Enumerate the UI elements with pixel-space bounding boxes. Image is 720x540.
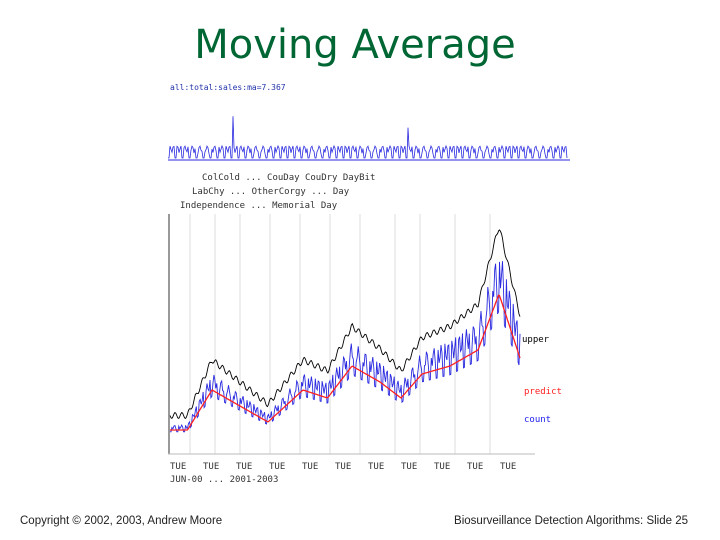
series-count	[170, 261, 521, 433]
top-strip-series	[168, 116, 568, 159]
series-predict	[170, 294, 521, 431]
x-tick-label: TUE	[368, 462, 384, 472]
legend-row-1: ColCold ... CouDay CouDry DayBit	[202, 173, 375, 183]
x-tick-label: TUE	[302, 462, 318, 472]
footer-copyright: Copyright © 2002, 2003, Andrew Moore	[20, 515, 223, 527]
legend-row-2: LabChy ... OtherCorgy ... Day	[192, 187, 350, 197]
moving-average-chart: all:total:sales:ma=7.367 ColCold ... Cou…	[168, 83, 570, 485]
x-tick-label: TUE	[401, 462, 417, 472]
x-tick-label: TUE	[269, 462, 285, 472]
legend-rows: ColCold ... CouDay CouDry DayBit LabChy …	[180, 173, 375, 211]
x-tick-label: TUE	[500, 462, 516, 472]
holiday-markers	[189, 214, 491, 454]
footer-slide-number: Biosurveillance Detection Algorithms: Sl…	[454, 515, 688, 527]
chart-left-axis	[168, 214, 170, 454]
x-tick-labels: TUE TUE TUE TUE TUE TUE TUE TUE TUE TUE TUE	[170, 462, 516, 472]
x-tick-label: TUE	[467, 462, 483, 472]
x-tick-label: TUE	[434, 462, 450, 472]
label-count: count	[524, 415, 551, 425]
x-tick-label: TUE	[335, 462, 351, 472]
slide-title: Moving Average	[194, 22, 516, 68]
series-upper	[169, 229, 521, 420]
x-tick-label: TUE	[203, 462, 219, 472]
x-tick-label: TUE	[236, 462, 252, 472]
label-upper: upper	[522, 335, 550, 345]
top-strip: all:total:sales:ma=7.367	[168, 83, 570, 161]
top-strip-label: all:total:sales:ma=7.367	[170, 83, 286, 92]
x-range-label: JUN-00 ... 2001-2003	[170, 475, 278, 485]
x-tick-label: TUE	[170, 462, 186, 472]
label-predict: predict	[524, 387, 562, 397]
legend-row-3: Independence ... Memorial Day	[180, 201, 338, 211]
